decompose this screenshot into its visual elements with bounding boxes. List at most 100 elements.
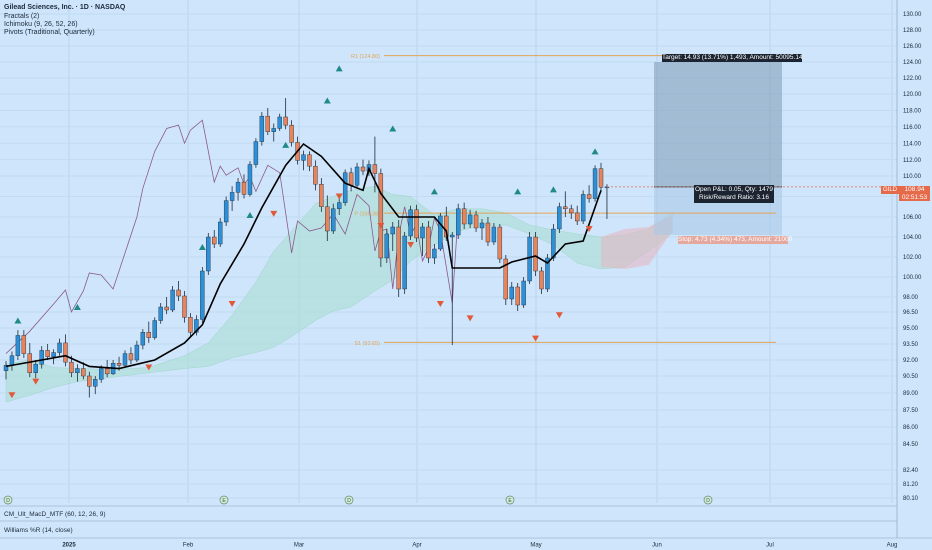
price-scale[interactable] <box>897 0 932 550</box>
candle-body[interactable] <box>307 154 312 167</box>
candle-body[interactable] <box>176 289 181 297</box>
candle-body[interactable] <box>122 353 128 366</box>
candle-body[interactable] <box>87 375 92 387</box>
candle-body[interactable] <box>485 222 491 243</box>
candle-body[interactable] <box>152 320 157 338</box>
candle-body[interactable] <box>188 317 193 333</box>
candle-body[interactable] <box>229 192 235 201</box>
candle-body[interactable] <box>212 236 217 245</box>
candle-body[interactable] <box>15 335 21 356</box>
candle-body[interactable] <box>580 194 586 222</box>
candle-body[interactable] <box>253 141 259 165</box>
candle-body[interactable] <box>378 173 384 259</box>
event-marker[interactable] <box>703 495 713 505</box>
candle-body[interactable] <box>533 236 538 272</box>
candle-body[interactable] <box>390 226 395 235</box>
event-marker[interactable] <box>3 495 13 505</box>
event-marker[interactable] <box>344 495 354 505</box>
candle-body[interactable] <box>217 221 223 245</box>
candle-body[interactable] <box>521 280 526 306</box>
candle-body[interactable] <box>551 228 556 259</box>
candle-body[interactable] <box>301 154 306 161</box>
candle-body[interactable] <box>271 128 276 132</box>
candle-body[interactable] <box>461 208 467 225</box>
study-ichimoku-label[interactable]: Ichimoku (9, 26, 52, 26) <box>4 21 78 28</box>
candle-body[interactable] <box>384 233 389 259</box>
candle-body[interactable] <box>557 206 562 230</box>
candle-body[interactable] <box>200 270 205 320</box>
candle-body[interactable] <box>164 306 169 311</box>
candle-body[interactable] <box>140 332 146 346</box>
candle-body[interactable] <box>75 368 80 373</box>
candle-body[interactable] <box>3 365 9 371</box>
candle-body[interactable] <box>360 166 366 172</box>
candle-body[interactable] <box>182 295 187 318</box>
candle-body[interactable] <box>116 363 122 366</box>
macd-indicator-label[interactable]: CM_Ult_MacD_MTF (60, 12, 26, 9) <box>4 511 106 518</box>
candle-body[interactable] <box>247 164 253 195</box>
candle-body[interactable] <box>372 164 378 174</box>
candle-body[interactable] <box>98 368 104 380</box>
candle-body[interactable] <box>569 208 574 214</box>
candle-body[interactable] <box>319 183 324 207</box>
candle-body[interactable] <box>396 226 401 290</box>
candle-body[interactable] <box>444 215 449 238</box>
candle-body[interactable] <box>146 332 152 338</box>
candle-body[interactable] <box>265 115 270 132</box>
candle-body[interactable] <box>69 361 74 373</box>
candle-body[interactable] <box>527 236 532 282</box>
candle-body[interactable] <box>337 202 342 209</box>
candle-body[interactable] <box>128 353 134 361</box>
candle-body[interactable] <box>509 286 514 300</box>
candle-body[interactable] <box>93 379 98 387</box>
candle-body[interactable] <box>515 286 520 306</box>
candle-body[interactable] <box>402 235 407 290</box>
candle-body[interactable] <box>563 206 568 209</box>
candle-body[interactable] <box>223 200 229 223</box>
candle-body[interactable] <box>592 168 598 199</box>
candle-body[interactable] <box>259 115 265 142</box>
candle-body[interactable] <box>33 364 38 373</box>
candle-body[interactable] <box>479 222 485 229</box>
candle-body[interactable] <box>9 355 15 366</box>
candle-body[interactable] <box>414 209 419 239</box>
candle-body[interactable] <box>39 350 44 365</box>
candle-body[interactable] <box>57 342 62 353</box>
candle-body[interactable] <box>331 208 336 232</box>
candle-body[interactable] <box>313 165 318 185</box>
candle-body[interactable] <box>539 270 544 290</box>
candle-body[interactable] <box>21 335 27 354</box>
candle-body[interactable] <box>438 215 443 250</box>
candle-body[interactable] <box>104 368 110 375</box>
event-marker[interactable] <box>219 495 229 505</box>
candle-body[interactable] <box>598 168 604 188</box>
candle-body[interactable] <box>170 289 175 311</box>
candle-body[interactable] <box>426 226 431 259</box>
candle-body[interactable] <box>575 212 580 222</box>
candle-body[interactable] <box>545 257 550 290</box>
candle-body[interactable] <box>241 181 247 195</box>
candle-body[interactable] <box>432 248 437 259</box>
candle-body[interactable] <box>473 214 479 229</box>
candle-body[interactable] <box>289 124 294 143</box>
candle-body[interactable] <box>456 208 461 236</box>
candle-body[interactable] <box>467 214 473 225</box>
williams-indicator-label[interactable]: Williams %R (14, close) <box>4 527 73 534</box>
candle-body[interactable] <box>283 116 288 126</box>
candle-body[interactable] <box>45 350 50 357</box>
candle-body[interactable] <box>277 116 282 129</box>
time-axis[interactable] <box>0 538 932 550</box>
candle-body[interactable] <box>586 194 592 199</box>
candle-body[interactable] <box>51 352 56 357</box>
candle-body[interactable] <box>491 226 497 243</box>
study-fractals-label[interactable]: Fractals (2) <box>4 13 40 20</box>
target-zone[interactable] <box>654 62 782 187</box>
candle-body[interactable] <box>206 236 211 272</box>
candle-body[interactable] <box>27 353 32 374</box>
candle-body[interactable] <box>194 319 199 333</box>
candle-body[interactable] <box>134 344 140 361</box>
candle-body[interactable] <box>503 258 508 300</box>
candle-body[interactable] <box>354 166 360 186</box>
candle-body[interactable] <box>63 342 68 363</box>
